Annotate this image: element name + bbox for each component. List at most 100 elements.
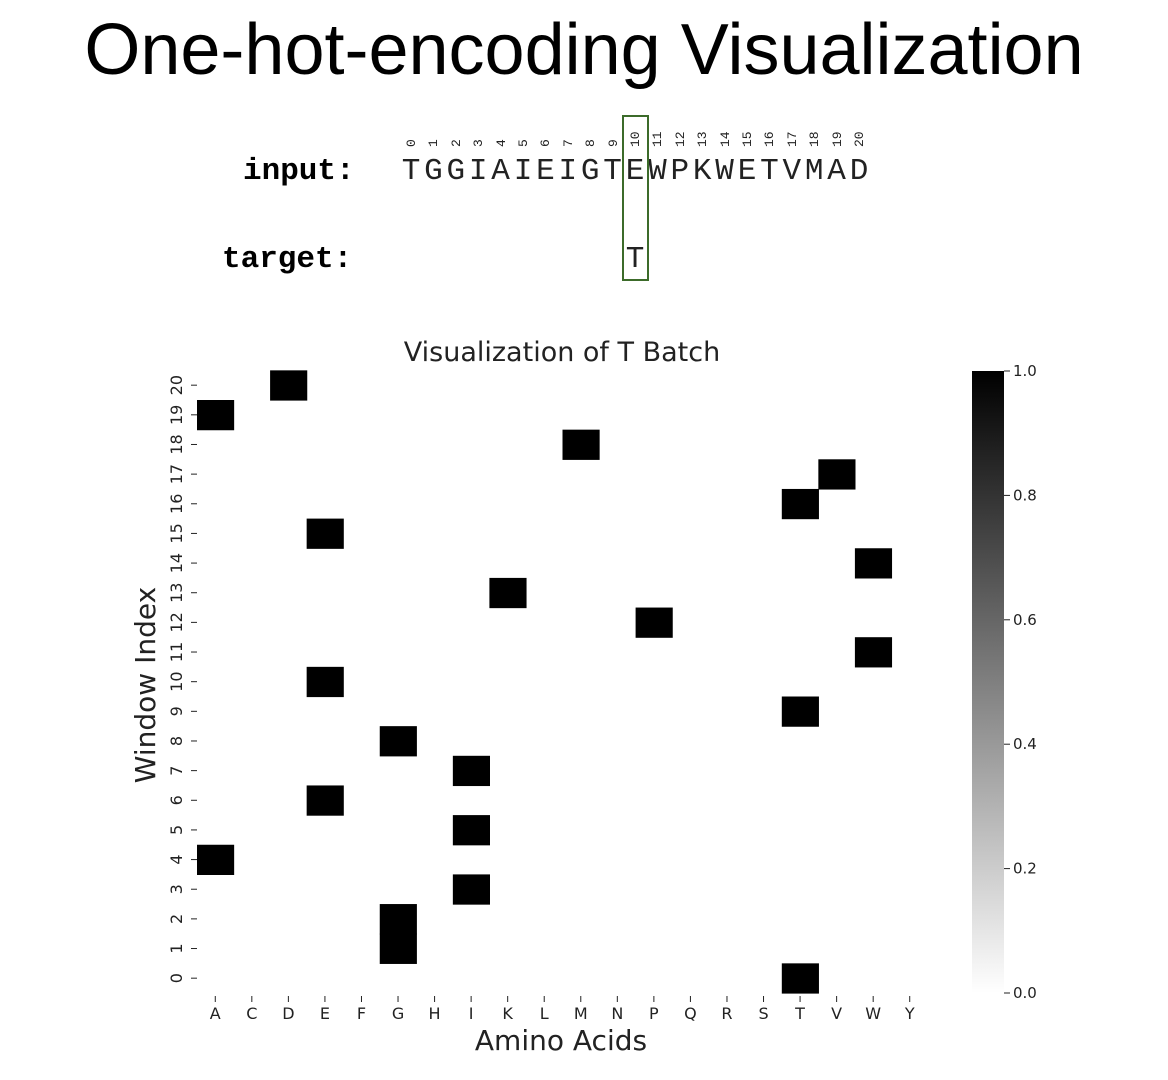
sequence-char: W xyxy=(648,154,667,189)
heatmap-cells xyxy=(197,370,893,994)
target-sequence: T xyxy=(400,242,880,278)
sequence-char: I xyxy=(468,154,488,189)
x-tick-label: P xyxy=(649,1004,659,1023)
x-axis-label: Amino Acids xyxy=(475,1024,647,1057)
x-tick-label: F xyxy=(357,1004,366,1023)
sequence-char: A xyxy=(491,154,510,189)
y-tick-label: 19 xyxy=(167,405,186,425)
y-tick-label: 20 xyxy=(167,375,186,395)
heatmap-cell xyxy=(489,577,527,609)
x-tick-label: C xyxy=(246,1004,257,1023)
sequence-char: E xyxy=(625,154,645,189)
x-tick-label: I xyxy=(469,1004,474,1023)
sequence-char: I xyxy=(558,154,578,189)
target-label: target: xyxy=(222,242,353,277)
input-label: input: xyxy=(243,154,355,189)
y-tick-label: 10 xyxy=(167,671,186,691)
heatmap-cell xyxy=(452,815,490,846)
heatmap-cell xyxy=(781,696,819,727)
sequence-char: G xyxy=(580,154,600,189)
colorbar-tick-label: 0.6 xyxy=(1013,611,1037,629)
heatmap-cell xyxy=(854,548,893,579)
heatmap-cell xyxy=(306,518,344,549)
colorbar-tick-label: 0.4 xyxy=(1013,735,1037,753)
sequence-char: E xyxy=(737,154,757,189)
y-tick-label: 18 xyxy=(167,434,186,454)
colorbar-ticks: 0.0 0.2 0.4 0.6 0.8 1.0 xyxy=(1004,362,1037,1002)
sequence-char: I xyxy=(513,154,533,189)
x-tick-label: W xyxy=(865,1004,881,1023)
heatmap-cell xyxy=(306,785,344,816)
target-char: T xyxy=(625,242,645,277)
chart-title: Visualization of T Batch xyxy=(404,337,720,368)
y-tick-label: 9 xyxy=(167,706,186,716)
heatmap-cell xyxy=(197,844,235,875)
sequence-char: A xyxy=(827,154,846,189)
y-tick-label: 8 xyxy=(167,736,186,746)
y-tick-label: 11 xyxy=(167,642,186,662)
y-tick-label: 3 xyxy=(167,884,186,894)
sequence-char: T xyxy=(760,154,779,189)
y-tick-label: 17 xyxy=(167,464,186,484)
y-axis-label: Window Index xyxy=(129,587,162,783)
heatmap-cell xyxy=(854,637,893,668)
heatmap-cell xyxy=(781,488,819,520)
x-tick-label: A xyxy=(210,1004,221,1023)
x-tick-label: N xyxy=(611,1004,623,1023)
heatmap-cell xyxy=(452,874,490,905)
heatmap-cell xyxy=(562,429,600,460)
y-tick-label: 5 xyxy=(167,825,186,835)
heatmap-cell xyxy=(379,726,417,757)
x-tick-label: Y xyxy=(904,1004,915,1023)
y-tick-label: 6 xyxy=(167,795,186,805)
y-tick-label: 7 xyxy=(167,766,186,776)
x-tick-label: Q xyxy=(684,1004,697,1023)
x-tick-label: G xyxy=(392,1004,404,1023)
heatmap-cell xyxy=(818,459,856,490)
colorbar-tick-label: 1.0 xyxy=(1013,362,1037,380)
x-tick-label: R xyxy=(721,1004,732,1023)
x-tick-label: S xyxy=(758,1004,768,1023)
target-position-highlight xyxy=(622,115,649,281)
y-tick-label: 14 xyxy=(167,553,186,573)
y-tick-label: 2 xyxy=(167,914,186,924)
colorbar-tick-label: 0.8 xyxy=(1013,486,1037,504)
heatmap-cell xyxy=(306,666,344,698)
sequence-char: M xyxy=(804,154,824,189)
sequence-char: T xyxy=(401,154,421,189)
colorbar-tick-label: 0.0 xyxy=(1013,984,1037,1002)
y-tick-label: 4 xyxy=(167,854,186,864)
y-tick-label: 12 xyxy=(167,612,186,632)
sequence-char: K xyxy=(692,154,712,189)
colorbar-tick-label: 0.2 xyxy=(1013,860,1037,878)
x-tick-label: D xyxy=(282,1004,294,1023)
sequence-char: P xyxy=(670,154,690,189)
x-tick-label: L xyxy=(540,1004,549,1023)
sequence-char: V xyxy=(782,154,802,189)
sequence-char: T xyxy=(603,154,622,189)
x-tick-label: E xyxy=(320,1004,330,1023)
x-tick-label: V xyxy=(831,1004,842,1023)
sequence-char: E xyxy=(536,154,555,189)
page-title: One-hot-encoding Visualization xyxy=(84,10,1084,90)
x-tick-label: K xyxy=(502,1004,513,1023)
y-tick-label: 0 xyxy=(167,973,186,983)
heatmap-cell xyxy=(781,963,819,994)
sequence-char: G xyxy=(424,154,443,189)
heatmap-cell xyxy=(452,755,490,787)
heatmap-cell xyxy=(379,904,417,935)
x-tick-label: M xyxy=(574,1004,588,1023)
y-tick-label: 1 xyxy=(167,943,186,953)
sequence-char: G xyxy=(446,154,466,189)
x-tick-label: H xyxy=(429,1004,441,1023)
x-tick-label: T xyxy=(794,1004,805,1023)
heatmap-cell xyxy=(197,400,235,431)
heatmap-cell xyxy=(270,370,308,401)
y-tick-label: 13 xyxy=(167,583,186,603)
y-tick-label: 15 xyxy=(167,523,186,543)
